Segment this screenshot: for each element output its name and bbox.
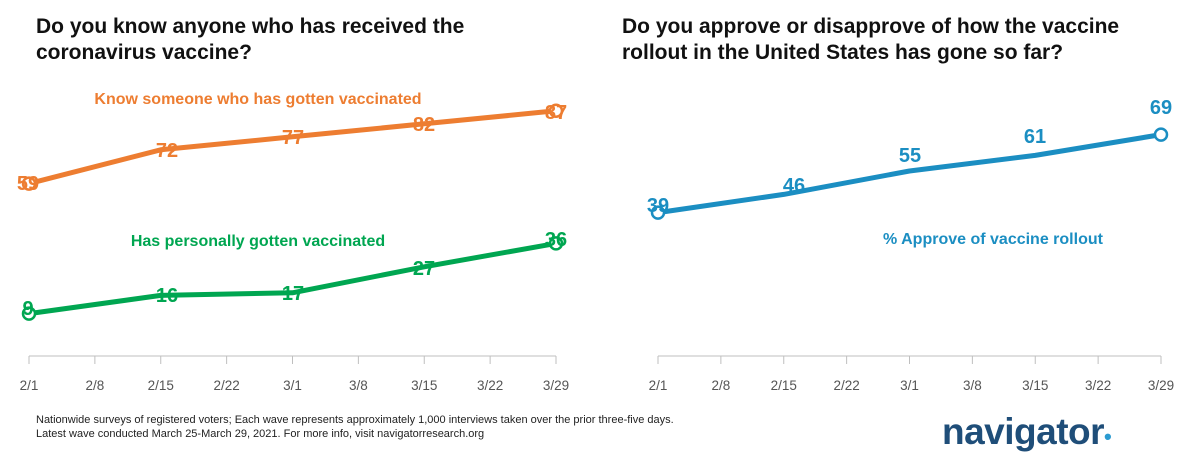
x-tick-label: 2/8 — [711, 378, 730, 393]
data-label: 36 — [545, 229, 567, 251]
data-label: 82 — [413, 114, 435, 136]
series-label: Has personally gotten vaccinated — [131, 233, 385, 250]
navigator-logo: navigator• — [942, 410, 1112, 459]
logo-dot-icon: • — [1104, 424, 1112, 449]
left-chart-title: Do you know anyone who has received the … — [36, 15, 465, 64]
x-tick-label: 3/8 — [349, 378, 368, 393]
data-label: 87 — [545, 102, 567, 124]
data-label: 72 — [156, 140, 178, 162]
data-label: 77 — [282, 127, 304, 149]
series-endpoint-marker — [1153, 127, 1169, 142]
x-tick-label: 2/8 — [85, 378, 104, 393]
x-tick-label: 2/1 — [20, 378, 39, 393]
x-tick-label: 3/22 — [1085, 378, 1111, 393]
x-tick-label: 2/1 — [649, 378, 668, 393]
x-tick-label: 3/15 — [411, 378, 437, 393]
data-label: 61 — [1024, 126, 1046, 148]
logo-text: navigator — [942, 411, 1105, 452]
footnote-line-2: Latest wave conducted March 25-March 29,… — [36, 428, 485, 440]
series-endpoint-marker — [650, 205, 666, 220]
data-label: 27 — [413, 258, 435, 280]
right-line-chart: 2/1 2/8 2/15 2/22 3/1 3/8 3/15 3/22 3/29 39 46 55 61… — [647, 97, 1174, 393]
x-tick-label: 3/29 — [543, 378, 569, 393]
data-label: 9 — [22, 298, 33, 320]
right-chart-title: Do you approve or disapprove of how the … — [622, 15, 1120, 64]
series-line — [26, 240, 559, 317]
series-label: % Approve of vaccine rollout — [883, 231, 1104, 248]
data-label: 39 — [647, 195, 669, 217]
x-tick-label: 3/1 — [900, 378, 919, 393]
x-tick-label: 2/15 — [148, 378, 174, 393]
footnote: Nationwide surveys of registered voters;… — [36, 413, 674, 441]
series-line — [26, 108, 559, 187]
x-tick-label: 3/15 — [1022, 378, 1048, 393]
series-endpoint-marker — [21, 176, 37, 191]
data-label: 55 — [899, 145, 921, 167]
data-label: 69 — [1150, 97, 1172, 119]
x-tick-label: 2/22 — [833, 378, 859, 393]
footnote-line-1: Nationwide surveys of registered voters;… — [36, 414, 674, 426]
series-endpoint-marker — [21, 306, 37, 321]
x-tick-label: 2/15 — [771, 378, 797, 393]
data-label: 16 — [156, 285, 178, 307]
x-tick-label: 3/8 — [963, 378, 982, 393]
data-label: 17 — [282, 283, 304, 305]
series-line — [655, 132, 1164, 216]
series-label: Know someone who has gotten vaccinated — [94, 91, 421, 108]
series-endpoint-marker — [548, 103, 564, 119]
x-tick-label: 3/22 — [477, 378, 503, 393]
series-endpoint-marker — [548, 236, 564, 251]
x-tick-label: 3/29 — [1148, 378, 1174, 393]
x-tick-label: 2/22 — [213, 378, 239, 393]
left-line-chart: 2/1 2/8 2/15 2/22 3/1 3/8 3/15 3/22 3/29 59 72 77 82… — [17, 91, 569, 393]
data-label: 59 — [17, 173, 39, 195]
data-label: 46 — [783, 175, 805, 197]
x-tick-label: 3/1 — [283, 378, 302, 393]
